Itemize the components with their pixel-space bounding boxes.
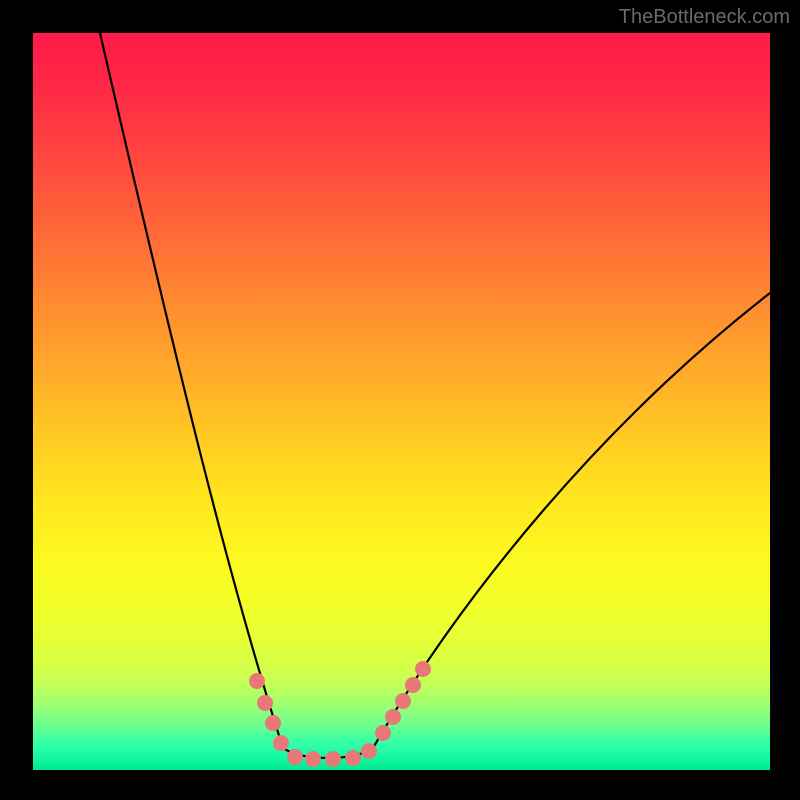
marker-point	[305, 751, 321, 767]
marker-point	[405, 677, 421, 693]
marker-point	[415, 661, 431, 677]
data-markers	[249, 661, 431, 767]
marker-point	[257, 695, 273, 711]
marker-point	[345, 750, 361, 766]
bottleneck-curve	[100, 33, 770, 758]
marker-point	[287, 749, 303, 765]
marker-point	[265, 715, 281, 731]
marker-point	[249, 673, 265, 689]
marker-point	[385, 709, 401, 725]
plot-area	[33, 33, 770, 770]
marker-point	[395, 693, 411, 709]
watermark-text: TheBottleneck.com	[619, 6, 790, 29]
marker-point	[325, 751, 341, 767]
marker-point	[273, 735, 289, 751]
curve-layer	[33, 33, 770, 770]
marker-point	[361, 743, 377, 759]
marker-point	[375, 725, 391, 741]
